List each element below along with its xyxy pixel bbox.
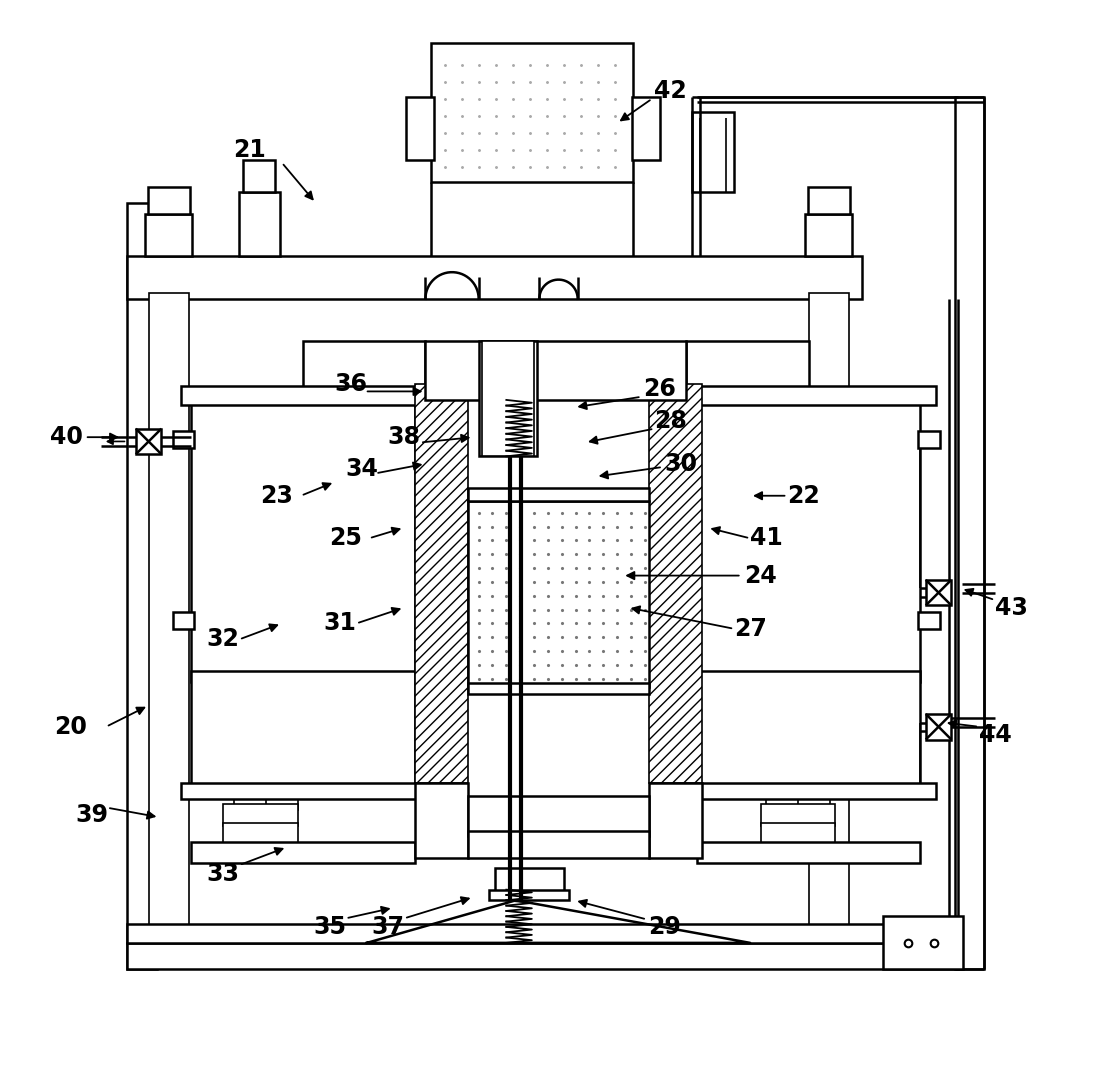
Bar	[303, 341, 426, 400]
Text: 20: 20	[55, 715, 87, 739]
Bar	[149, 293, 189, 969]
Text: 31: 31	[324, 612, 356, 635]
Text: 28: 28	[653, 409, 687, 433]
Bar	[233, 794, 276, 810]
Text: 34: 34	[345, 457, 378, 481]
Text: 35: 35	[313, 915, 346, 939]
Text: 25: 25	[330, 527, 362, 550]
Bar	[468, 796, 649, 837]
Bar	[414, 784, 468, 858]
Bar	[414, 384, 468, 784]
Bar	[808, 187, 850, 213]
Bar	[127, 924, 957, 942]
Text: 42: 42	[653, 79, 687, 103]
Bar	[926, 714, 952, 740]
Bar	[697, 842, 920, 863]
Text: 30: 30	[665, 452, 697, 475]
Bar	[431, 44, 633, 181]
Bar	[407, 97, 433, 160]
Bar	[223, 805, 297, 826]
Text: 27: 27	[734, 617, 766, 641]
Bar	[926, 580, 952, 605]
Text: 24: 24	[744, 564, 777, 587]
Bar	[761, 823, 836, 847]
Bar	[691, 386, 936, 405]
Bar	[918, 612, 939, 629]
Bar	[317, 392, 341, 405]
Bar	[798, 797, 830, 810]
Bar	[173, 431, 194, 448]
Bar	[495, 869, 564, 895]
Bar	[632, 97, 660, 160]
Bar	[761, 805, 836, 826]
Bar	[691, 113, 734, 192]
Bar	[426, 341, 686, 400]
Bar	[147, 187, 190, 213]
Bar	[468, 501, 649, 688]
Bar	[239, 192, 279, 256]
Bar	[223, 823, 297, 847]
Bar	[191, 400, 414, 682]
Bar	[468, 831, 649, 858]
Bar	[918, 431, 939, 448]
Text: 37: 37	[372, 915, 404, 939]
Bar	[649, 784, 703, 858]
Bar	[191, 842, 414, 863]
Text: 22: 22	[787, 484, 820, 507]
Text: 41: 41	[750, 527, 783, 550]
Bar	[136, 429, 161, 454]
Bar	[468, 683, 649, 694]
Bar	[774, 392, 798, 405]
Text: 33: 33	[207, 861, 240, 886]
Bar	[127, 256, 862, 298]
Bar	[697, 672, 920, 789]
Bar	[468, 488, 649, 501]
Text: 36: 36	[334, 372, 367, 395]
Bar	[181, 386, 426, 405]
Bar	[884, 917, 963, 969]
Text: 26: 26	[643, 377, 676, 401]
Text: 38: 38	[388, 425, 421, 449]
Bar	[649, 384, 703, 784]
Bar	[686, 341, 809, 400]
Bar	[691, 784, 936, 800]
Text: 44: 44	[978, 723, 1011, 747]
Bar	[173, 612, 194, 629]
Bar	[127, 942, 957, 969]
Bar	[809, 293, 849, 969]
Bar	[481, 341, 534, 456]
Text: 32: 32	[207, 628, 239, 651]
Bar	[244, 160, 275, 192]
Bar	[479, 341, 537, 456]
Bar	[955, 97, 984, 969]
Bar	[697, 400, 920, 682]
Bar	[127, 203, 157, 969]
Text: 23: 23	[260, 484, 293, 507]
Bar	[489, 890, 570, 901]
Text: 39: 39	[76, 803, 108, 827]
Text: 40: 40	[50, 425, 83, 449]
Text: 43: 43	[994, 596, 1028, 619]
Bar	[181, 784, 426, 800]
Text: 21: 21	[233, 138, 266, 162]
Bar	[145, 213, 192, 256]
Bar	[766, 794, 809, 810]
Text: 29: 29	[649, 915, 681, 939]
Bar	[191, 672, 414, 789]
Bar	[805, 213, 852, 256]
Bar	[266, 797, 297, 810]
